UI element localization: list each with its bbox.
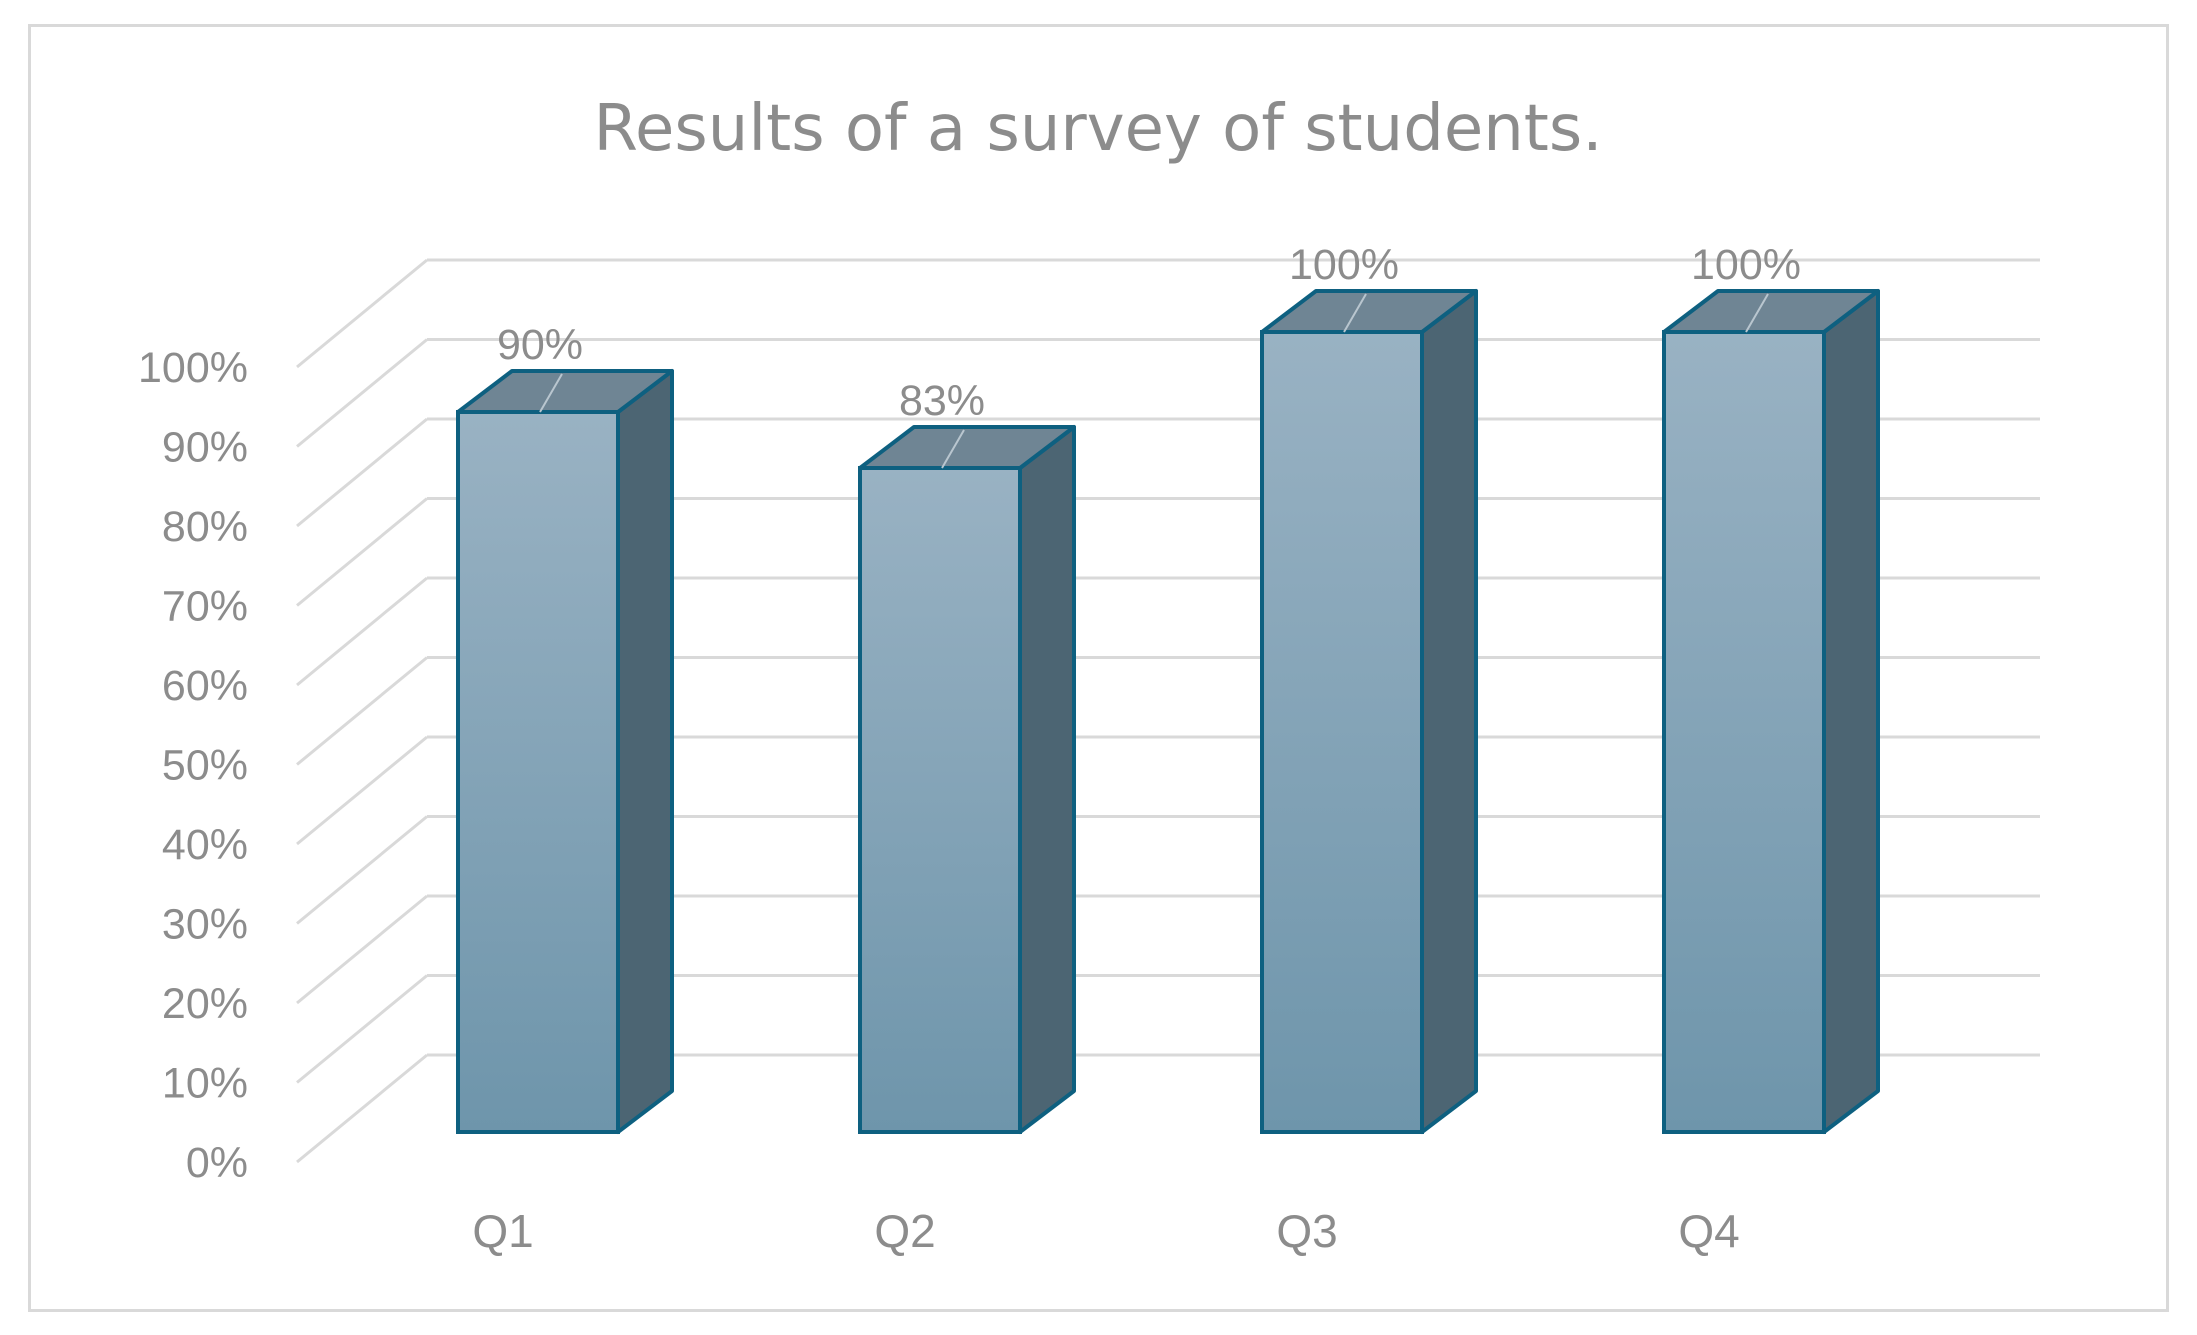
gridline-side	[296, 258, 428, 369]
bar-q1: 90%	[456, 321, 674, 1134]
bars: 90% 83% 100% 100%	[456, 241, 1880, 1134]
y-tick-label: 40%	[162, 821, 248, 869]
y-tick-label: 50%	[162, 742, 248, 790]
bar-side-face	[1018, 425, 1076, 1134]
x-axis-ticks: Q1 Q2 Q3 Q4	[472, 1205, 1739, 1257]
chart-title: Results of a survey of students.	[593, 92, 1602, 166]
data-label-leader	[539, 373, 563, 413]
y-tick-label: 100%	[138, 344, 248, 392]
y-tick-label: 80%	[162, 503, 248, 551]
y-tick-label: 0%	[186, 1139, 248, 1187]
gridline-side	[296, 656, 428, 766]
y-axis-ticks: 0% 10% 20% 30% 40% 50% 60% 70% 80% 90% 100%	[138, 344, 248, 1187]
x-tick-label: Q1	[472, 1205, 533, 1257]
bar-front-face	[858, 466, 1022, 1134]
y-tick-label: 60%	[162, 662, 248, 710]
data-label-leader	[1343, 293, 1367, 333]
data-label-leader	[941, 429, 965, 469]
gridline-side	[296, 1053, 428, 1164]
bar-side-face	[1420, 289, 1478, 1134]
x-tick-label: Q3	[1276, 1205, 1337, 1257]
y-tick-label: 30%	[162, 901, 248, 949]
gridline-side	[296, 735, 428, 846]
data-label: 100%	[1289, 241, 1399, 289]
y-tick-label: 20%	[162, 980, 248, 1028]
gridline-side	[296, 815, 428, 925]
bar-front-face	[1260, 330, 1424, 1134]
bar-q4: 100%	[1662, 241, 1880, 1134]
gridline-side	[296, 974, 428, 1084]
bar-side-face	[1822, 289, 1880, 1134]
y-tick-label: 10%	[162, 1060, 248, 1108]
data-label-leader	[1745, 293, 1769, 333]
gridline-side	[296, 576, 428, 687]
bar-q3: 100%	[1260, 241, 1478, 1134]
data-label: 90%	[497, 321, 583, 369]
gridline-side	[296, 497, 428, 607]
y-tick-label: 90%	[162, 424, 248, 472]
bar-front-face	[1662, 330, 1826, 1134]
bar-front-face	[456, 410, 620, 1134]
gridline-side	[296, 894, 428, 1005]
gridline-side	[296, 338, 428, 448]
y-tick-label: 70%	[162, 583, 248, 631]
data-label: 100%	[1691, 241, 1801, 289]
x-tick-label: Q2	[874, 1205, 935, 1257]
bar-side-face	[616, 369, 674, 1134]
gridline-side	[296, 417, 428, 528]
data-label: 83%	[899, 377, 985, 425]
bar-q2: 83%	[858, 377, 1076, 1134]
x-tick-label: Q4	[1678, 1205, 1739, 1257]
